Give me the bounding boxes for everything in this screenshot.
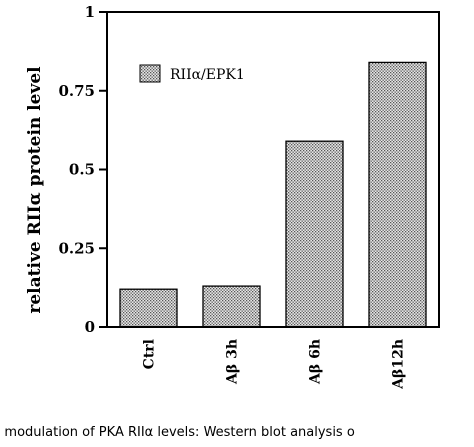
legend-swatch [139,64,161,83]
bar-2 [285,140,344,328]
legend-label: RIIα/EPK1 [170,67,245,83]
y-tick-label: 0.25 [58,239,95,257]
y-tick-label: 0.5 [69,161,95,179]
bar-3 [368,61,427,328]
axes: 0 0.25 0.5 0.75 1 Ctrl Aβ 3h Aβ 6h Aβ12h [58,3,440,390]
x-category-label: Ctrl [142,339,158,369]
x-category-label: Aβ 3h [225,339,241,385]
y-tick-label: 1 [85,3,95,21]
x-category-label: Aβ12h [391,339,407,390]
figure-caption: β modulation of PKA RIIα levels: Western… [0,425,355,440]
bar-chart: 0 0.25 0.5 0.75 1 Ctrl Aβ 3h Aβ 6h Aβ12h RIIα/EP… [25,3,440,390]
legend: RIIα/EPK1 [139,64,245,83]
y-tick-label: 0 [85,318,95,336]
bar-1 [202,285,261,328]
y-axis-label: relative RIIα protein level [25,66,45,314]
plot-area [119,61,427,328]
bar-0 [119,288,178,328]
y-tick-label: 0.75 [58,82,95,100]
x-category-label: Aβ 6h [308,339,324,385]
